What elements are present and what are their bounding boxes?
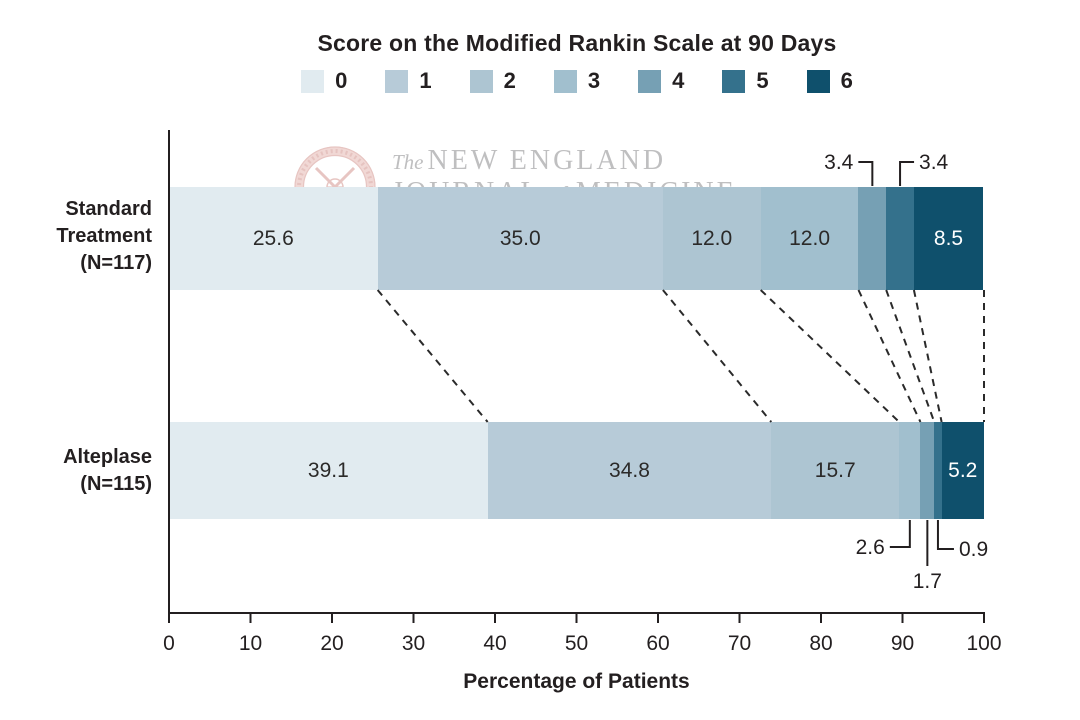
callout-value-label: 0.9	[959, 538, 988, 561]
callout-value-label: 2.6	[856, 536, 885, 559]
row-label-line: Treatment	[56, 225, 152, 247]
callout-leader-line	[936, 520, 954, 550]
x-axis-tick-label: 90	[891, 632, 914, 655]
legend-swatch	[301, 69, 325, 93]
legend-swatch	[722, 69, 746, 93]
callout-value-label: 3.4	[824, 151, 854, 174]
legend-swatch	[638, 69, 662, 93]
connector-dashed-line	[376, 289, 489, 423]
bar-segment-score-0: 25.6	[169, 187, 378, 290]
legend-item-1: 1	[385, 68, 432, 94]
connector-dashed-line	[885, 289, 936, 423]
bar-segment-score-2: 15.7	[771, 422, 900, 519]
x-axis-tick-label: 100	[966, 632, 1001, 655]
legend-item-2: 2	[469, 68, 516, 94]
callout-value-label: 1.7	[913, 570, 942, 593]
callout-leader-line	[858, 161, 874, 186]
row-label-line: Alteplase	[63, 446, 152, 468]
bar-segment-score-2: 12.0	[662, 187, 761, 290]
legend-swatch	[469, 69, 493, 93]
legend-item-0: 0	[301, 68, 347, 94]
row-label-line: (N=117)	[80, 252, 152, 274]
stacked-bar-standard-treatment: 25.6 35.0 12.0 12.0 8.5	[169, 187, 984, 290]
row-label-line: (N=115)	[80, 473, 152, 495]
legend-label: 5	[756, 68, 769, 93]
stacked-bar-alteplase: 39.1 34.8 15.7 5.2	[169, 422, 984, 519]
row-label-alteplase: Alteplase (N=115)	[0, 444, 152, 498]
bar-segment-score-3: 12.0	[760, 187, 859, 290]
bar-segment-score-3	[899, 422, 921, 519]
legend-swatch	[553, 69, 577, 93]
bar-segment-score-5	[886, 187, 914, 290]
legend-item-3: 3	[553, 68, 601, 94]
legend-label: 2	[503, 68, 516, 93]
x-axis-tick-label: 40	[483, 632, 506, 655]
legend-item-5: 5	[722, 68, 769, 94]
connector-dashed-line	[662, 289, 773, 423]
bar-segment-score-6: 5.2	[941, 422, 984, 519]
row-label-line: Standard	[65, 198, 152, 220]
bar-segment-score-4	[858, 187, 887, 290]
bar-segment-score-4	[920, 422, 935, 519]
legend-label: 4	[672, 68, 685, 93]
row-label-standard-treatment: Standard Treatment (N=117)	[0, 196, 152, 277]
x-axis-tick-label: 80	[809, 632, 832, 655]
chart-title: Score on the Modified Rankin Scale at 90…	[317, 30, 837, 56]
legend-swatch	[806, 69, 830, 93]
bar-segment-score-1: 35.0	[377, 187, 663, 290]
callout-leader-line	[899, 161, 915, 186]
bar-segment-score-5	[934, 422, 942, 519]
legend-item-6: 6	[806, 68, 853, 94]
bar-segment-score-6: 8.5	[913, 187, 984, 290]
callout-value-label: 3.4	[919, 151, 949, 174]
x-axis-tick-label: 70	[728, 632, 751, 655]
x-axis-tick-label: 30	[402, 632, 425, 655]
legend-label: 6	[840, 68, 853, 93]
x-axis-title: Percentage of Patients	[463, 670, 690, 693]
bar-segment-score-0: 39.1	[169, 422, 488, 519]
segment-value-label: 35.0	[499, 226, 541, 250]
legend-label: 3	[587, 68, 601, 93]
segment-value-label: 34.8	[609, 458, 650, 482]
x-axis-tick-label: 10	[239, 632, 262, 655]
watermark-the: The	[392, 150, 424, 174]
connector-dashed-line	[912, 289, 943, 423]
segment-value-label: 15.7	[814, 458, 856, 482]
x-axis-tick-label: 0	[163, 632, 175, 655]
legend-swatch	[385, 69, 409, 93]
x-axis-tick-label: 60	[646, 632, 669, 655]
legend: 0 1 2 3 4 5 6	[74, 68, 1080, 94]
legend-label: 0	[335, 68, 348, 93]
legend-label: 1	[419, 68, 432, 93]
segment-value-label: 25.6	[252, 226, 294, 250]
x-axis-tick-label: 50	[565, 632, 588, 655]
segment-value-label: 5.2	[948, 458, 978, 482]
connector-dashed-line	[857, 289, 922, 423]
watermark-new-england: NEW ENGLAND	[427, 145, 667, 176]
segment-value-label: 39.1	[307, 458, 349, 482]
segment-value-label: 12.0	[789, 226, 830, 250]
connector-dashed-line	[760, 289, 900, 423]
segment-value-label: 8.5	[933, 226, 964, 250]
callout-leader-line	[889, 520, 911, 548]
legend-item-4: 4	[638, 68, 684, 94]
segment-value-label: 12.0	[691, 226, 733, 250]
bar-segment-score-1: 34.8	[487, 422, 772, 519]
x-axis-tick-label: 20	[320, 632, 343, 655]
